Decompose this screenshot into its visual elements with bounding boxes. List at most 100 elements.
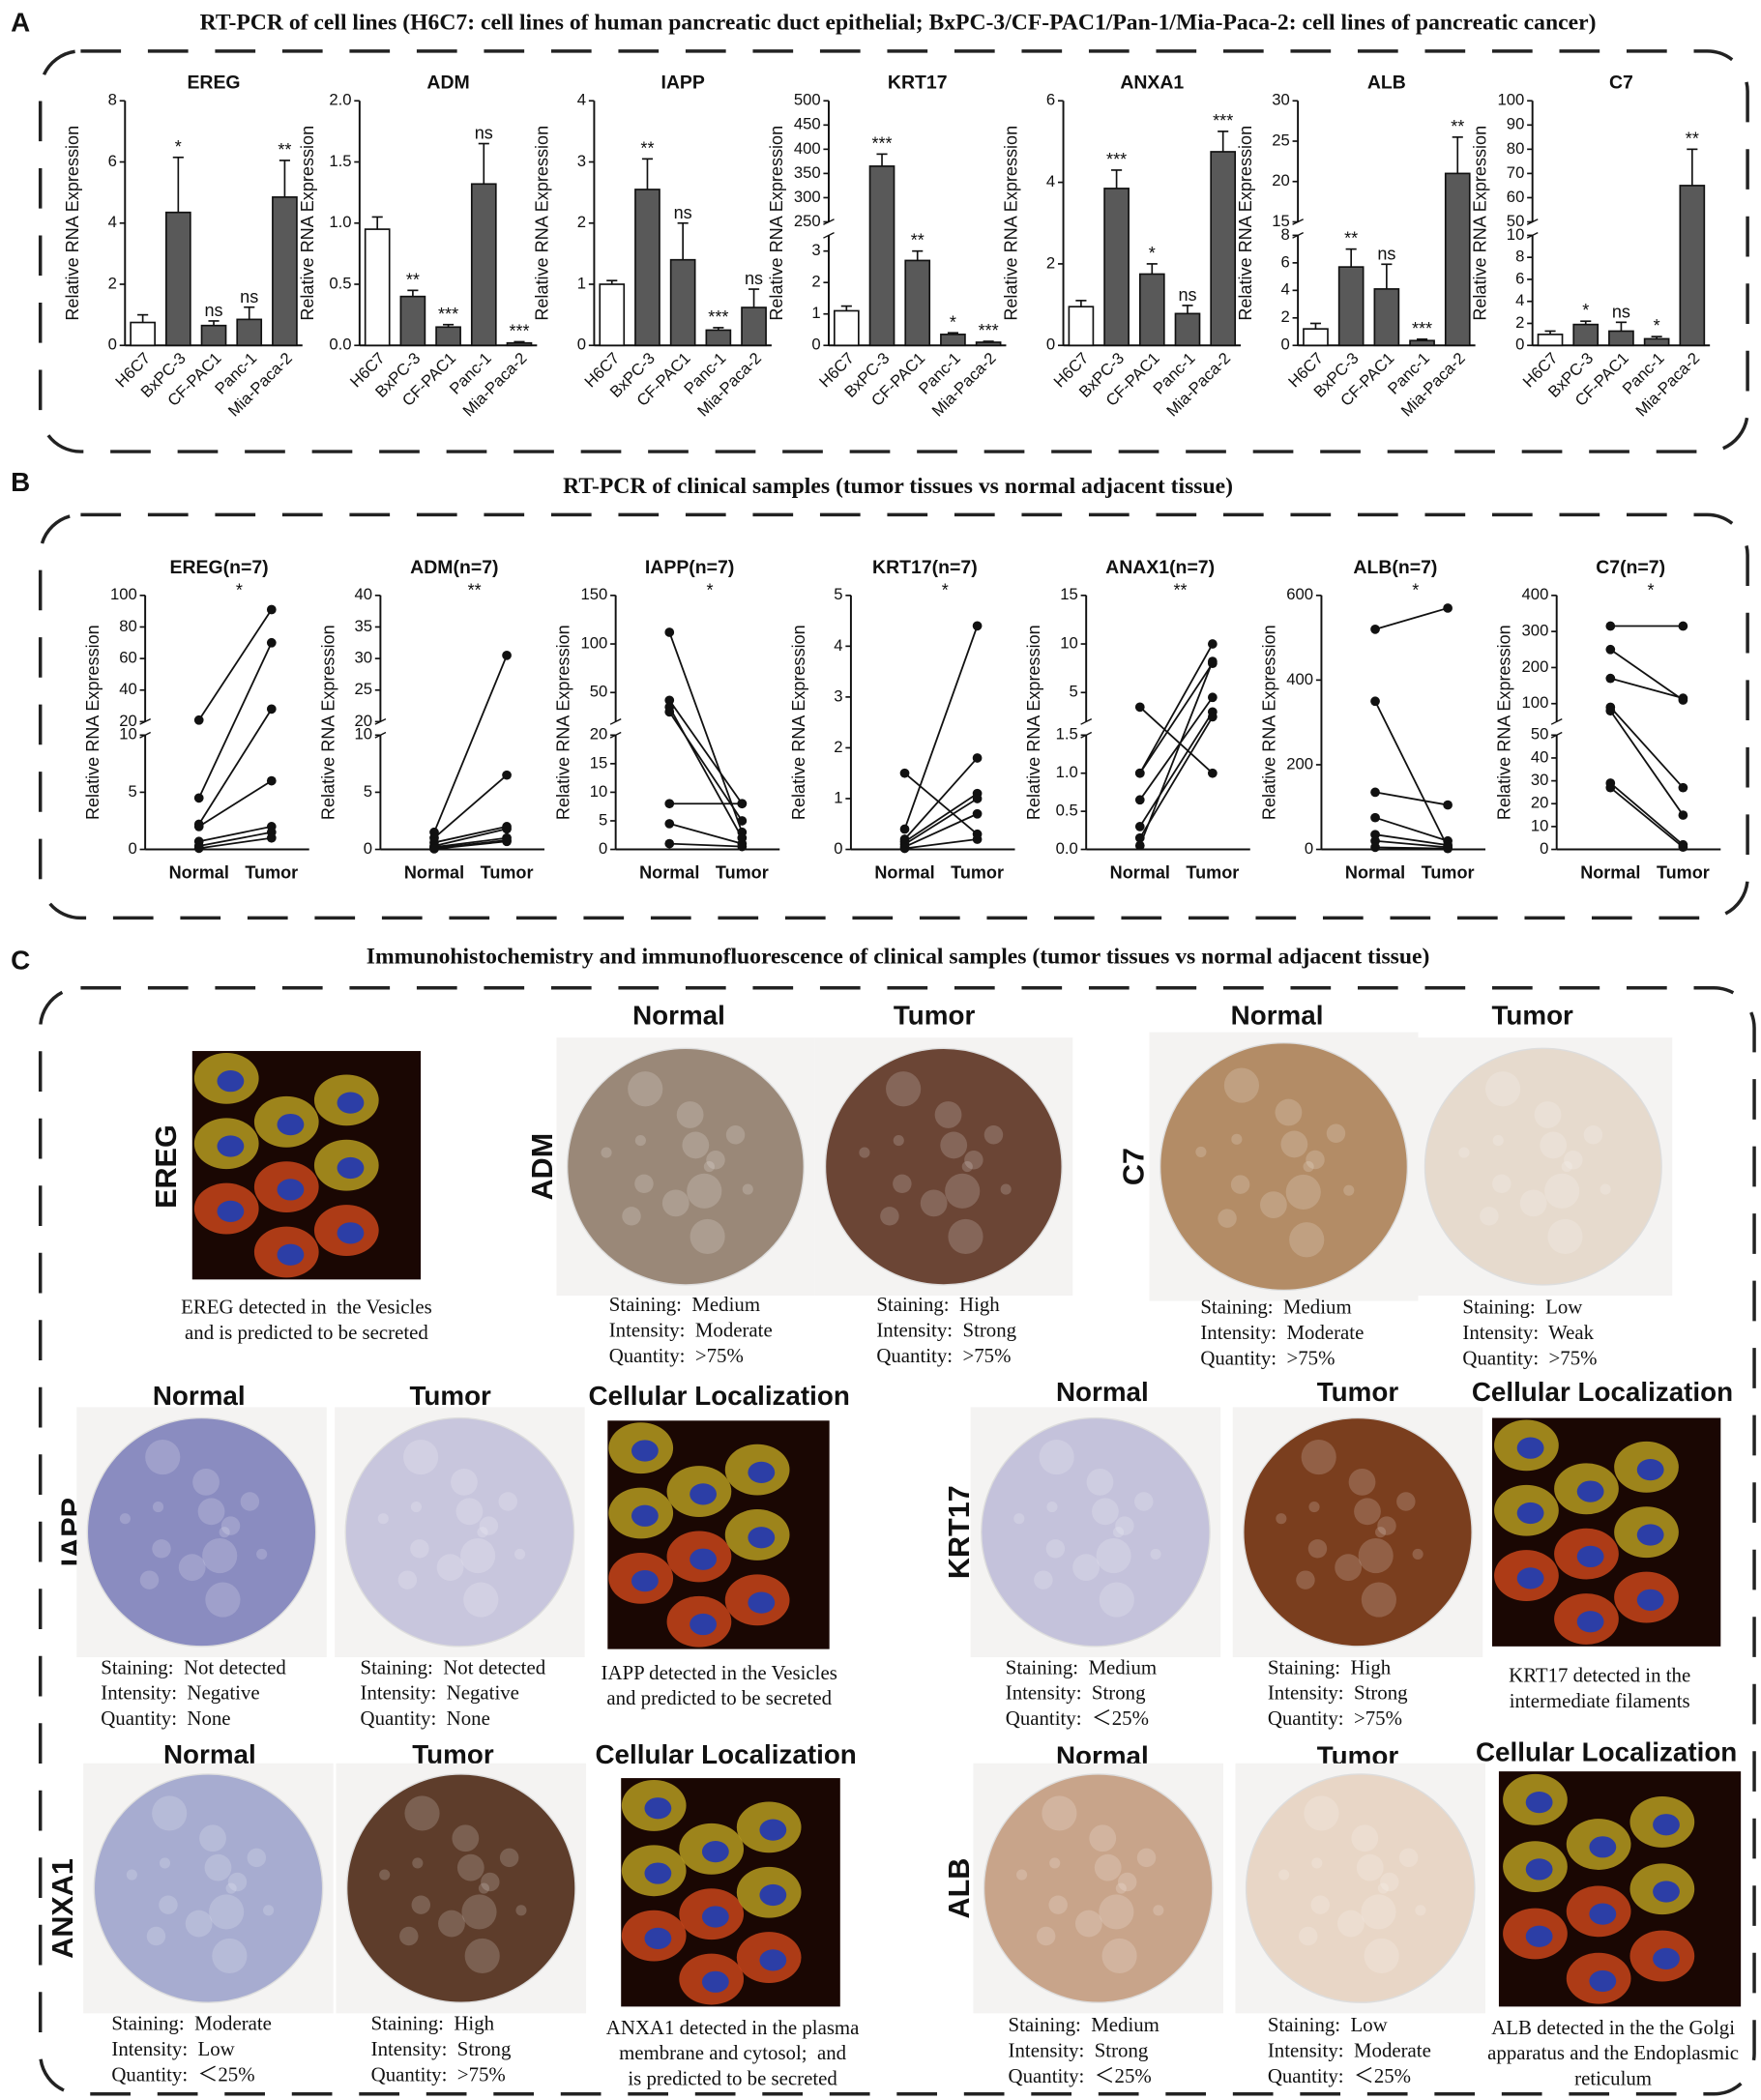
y-tick-label: 8	[1515, 248, 1524, 266]
tissue-texture	[1335, 1554, 1363, 1582]
cell-nucleus	[337, 1156, 365, 1180]
y-tick-label: 40	[119, 680, 137, 698]
tissue-texture	[1048, 1895, 1068, 1914]
pair-line	[1139, 715, 1214, 839]
tissue-texture	[1396, 1492, 1416, 1511]
panel-border	[38, 512, 1749, 920]
significance: ***	[1106, 150, 1127, 169]
localization-caption: and is predicted to be secreted	[185, 1321, 428, 1344]
cell-nucleus	[1636, 1589, 1664, 1611]
tissue-texture	[159, 1857, 171, 1869]
tissue-texture	[1094, 1853, 1122, 1881]
point	[266, 637, 277, 648]
tissue-texture	[948, 1218, 983, 1255]
pair-line	[197, 708, 273, 826]
tissue-texture	[1223, 1067, 1259, 1103]
tissue-texture	[1285, 1174, 1321, 1210]
bar	[1608, 330, 1634, 347]
point	[502, 824, 512, 834]
y-tick-label: 1.0	[1056, 763, 1078, 781]
column-header: Normal	[632, 1001, 725, 1031]
cell-nucleus	[1576, 1545, 1604, 1568]
y-tick-label: 90	[1507, 115, 1525, 133]
y-tick-label: 1.5	[1056, 725, 1078, 744]
column-header: Cellular Localization	[589, 1381, 850, 1411]
bar	[1409, 339, 1435, 347]
y-tick-label: 0.0	[329, 335, 351, 354]
point	[502, 770, 512, 780]
cell-nucleus	[1576, 1611, 1604, 1633]
y-tick-label: 600	[1286, 585, 1313, 603]
tissue-texture	[1547, 1218, 1583, 1255]
significance: **	[1344, 229, 1358, 248]
y-axis-label: Relative RNA Expression	[789, 625, 808, 820]
y-tick-label: 0	[1280, 335, 1289, 354]
y-tick-label: 0	[1305, 839, 1313, 858]
tissue-texture	[1276, 1513, 1287, 1525]
cell-nucleus	[1525, 1925, 1553, 1947]
panel-label: B	[11, 467, 30, 497]
y-tick-label: 10	[1531, 816, 1549, 834]
axis-break	[609, 718, 622, 725]
tissue-texture	[1307, 1539, 1328, 1559]
significance: *	[942, 580, 949, 599]
tissue-texture	[399, 1926, 419, 1946]
bar	[164, 211, 191, 347]
y-tick-label: 6	[1515, 269, 1524, 287]
y-tick-label: 3	[811, 241, 820, 259]
tissue-texture	[397, 1570, 418, 1590]
point	[1134, 795, 1145, 805]
point	[1207, 768, 1218, 778]
y-tick-label: 5	[1070, 683, 1078, 701]
pair-line	[433, 828, 508, 847]
significance: *	[1647, 580, 1654, 599]
tissue-texture	[1195, 1146, 1207, 1157]
y-tick-label: 80	[119, 617, 137, 635]
pair-line	[1374, 791, 1449, 806]
staining-text: Intensity: Moderate	[1268, 2038, 1431, 2061]
y-axis-label: Relative RNA Expression	[1259, 625, 1278, 820]
tissue-texture	[1042, 1795, 1077, 1831]
tissue-texture	[499, 1848, 519, 1868]
tissue-texture	[1600, 1183, 1611, 1195]
panel-label: C	[11, 946, 30, 976]
tissue-texture	[455, 1498, 484, 1526]
y-tick-label: 8	[1280, 225, 1289, 244]
pair-line	[903, 626, 979, 830]
pair-line	[903, 773, 979, 835]
tissue-core	[981, 1416, 1211, 1648]
tissue-core	[1159, 1042, 1409, 1292]
tissue-texture	[209, 1894, 245, 1930]
tissue-texture	[1259, 1191, 1287, 1219]
y-tick-label: 1	[577, 274, 586, 292]
y-axis-label: Relative RNA Expression	[1471, 126, 1490, 321]
point	[1207, 639, 1218, 649]
tissue-texture	[1089, 1824, 1117, 1852]
pair-line	[903, 757, 979, 840]
y-tick-label: 0.0	[1056, 839, 1078, 858]
tissue-texture	[146, 1926, 166, 1946]
tissue-texture	[961, 1161, 973, 1173]
bar	[634, 189, 660, 347]
tissue-texture	[1492, 1135, 1504, 1147]
x-tick-label: Normal	[639, 862, 699, 882]
point	[1207, 692, 1218, 703]
tissue-texture	[202, 1538, 238, 1574]
tissue-texture	[1000, 1183, 1012, 1195]
tissue-texture	[1304, 1795, 1339, 1831]
tissue-texture	[661, 1189, 690, 1217]
point	[1605, 621, 1616, 631]
point	[972, 794, 983, 803]
tissue-texture	[451, 1468, 478, 1496]
bar	[236, 318, 263, 347]
y-tick-label: 100	[580, 633, 607, 652]
chart-title: EREG(n=7)	[170, 557, 269, 578]
tissue-texture	[634, 1135, 646, 1147]
pair-line	[904, 812, 978, 848]
point	[1207, 712, 1218, 722]
panel-title: RT-PCR of clinical samples (tumor tissue…	[563, 474, 1233, 499]
y-axis-label: Relative RNA Expression	[318, 625, 338, 820]
chart-title: ALB(n=7)	[1353, 557, 1437, 578]
staining-text: Intensity: Low	[111, 2037, 234, 2060]
y-tick-label: 10	[119, 725, 137, 744]
